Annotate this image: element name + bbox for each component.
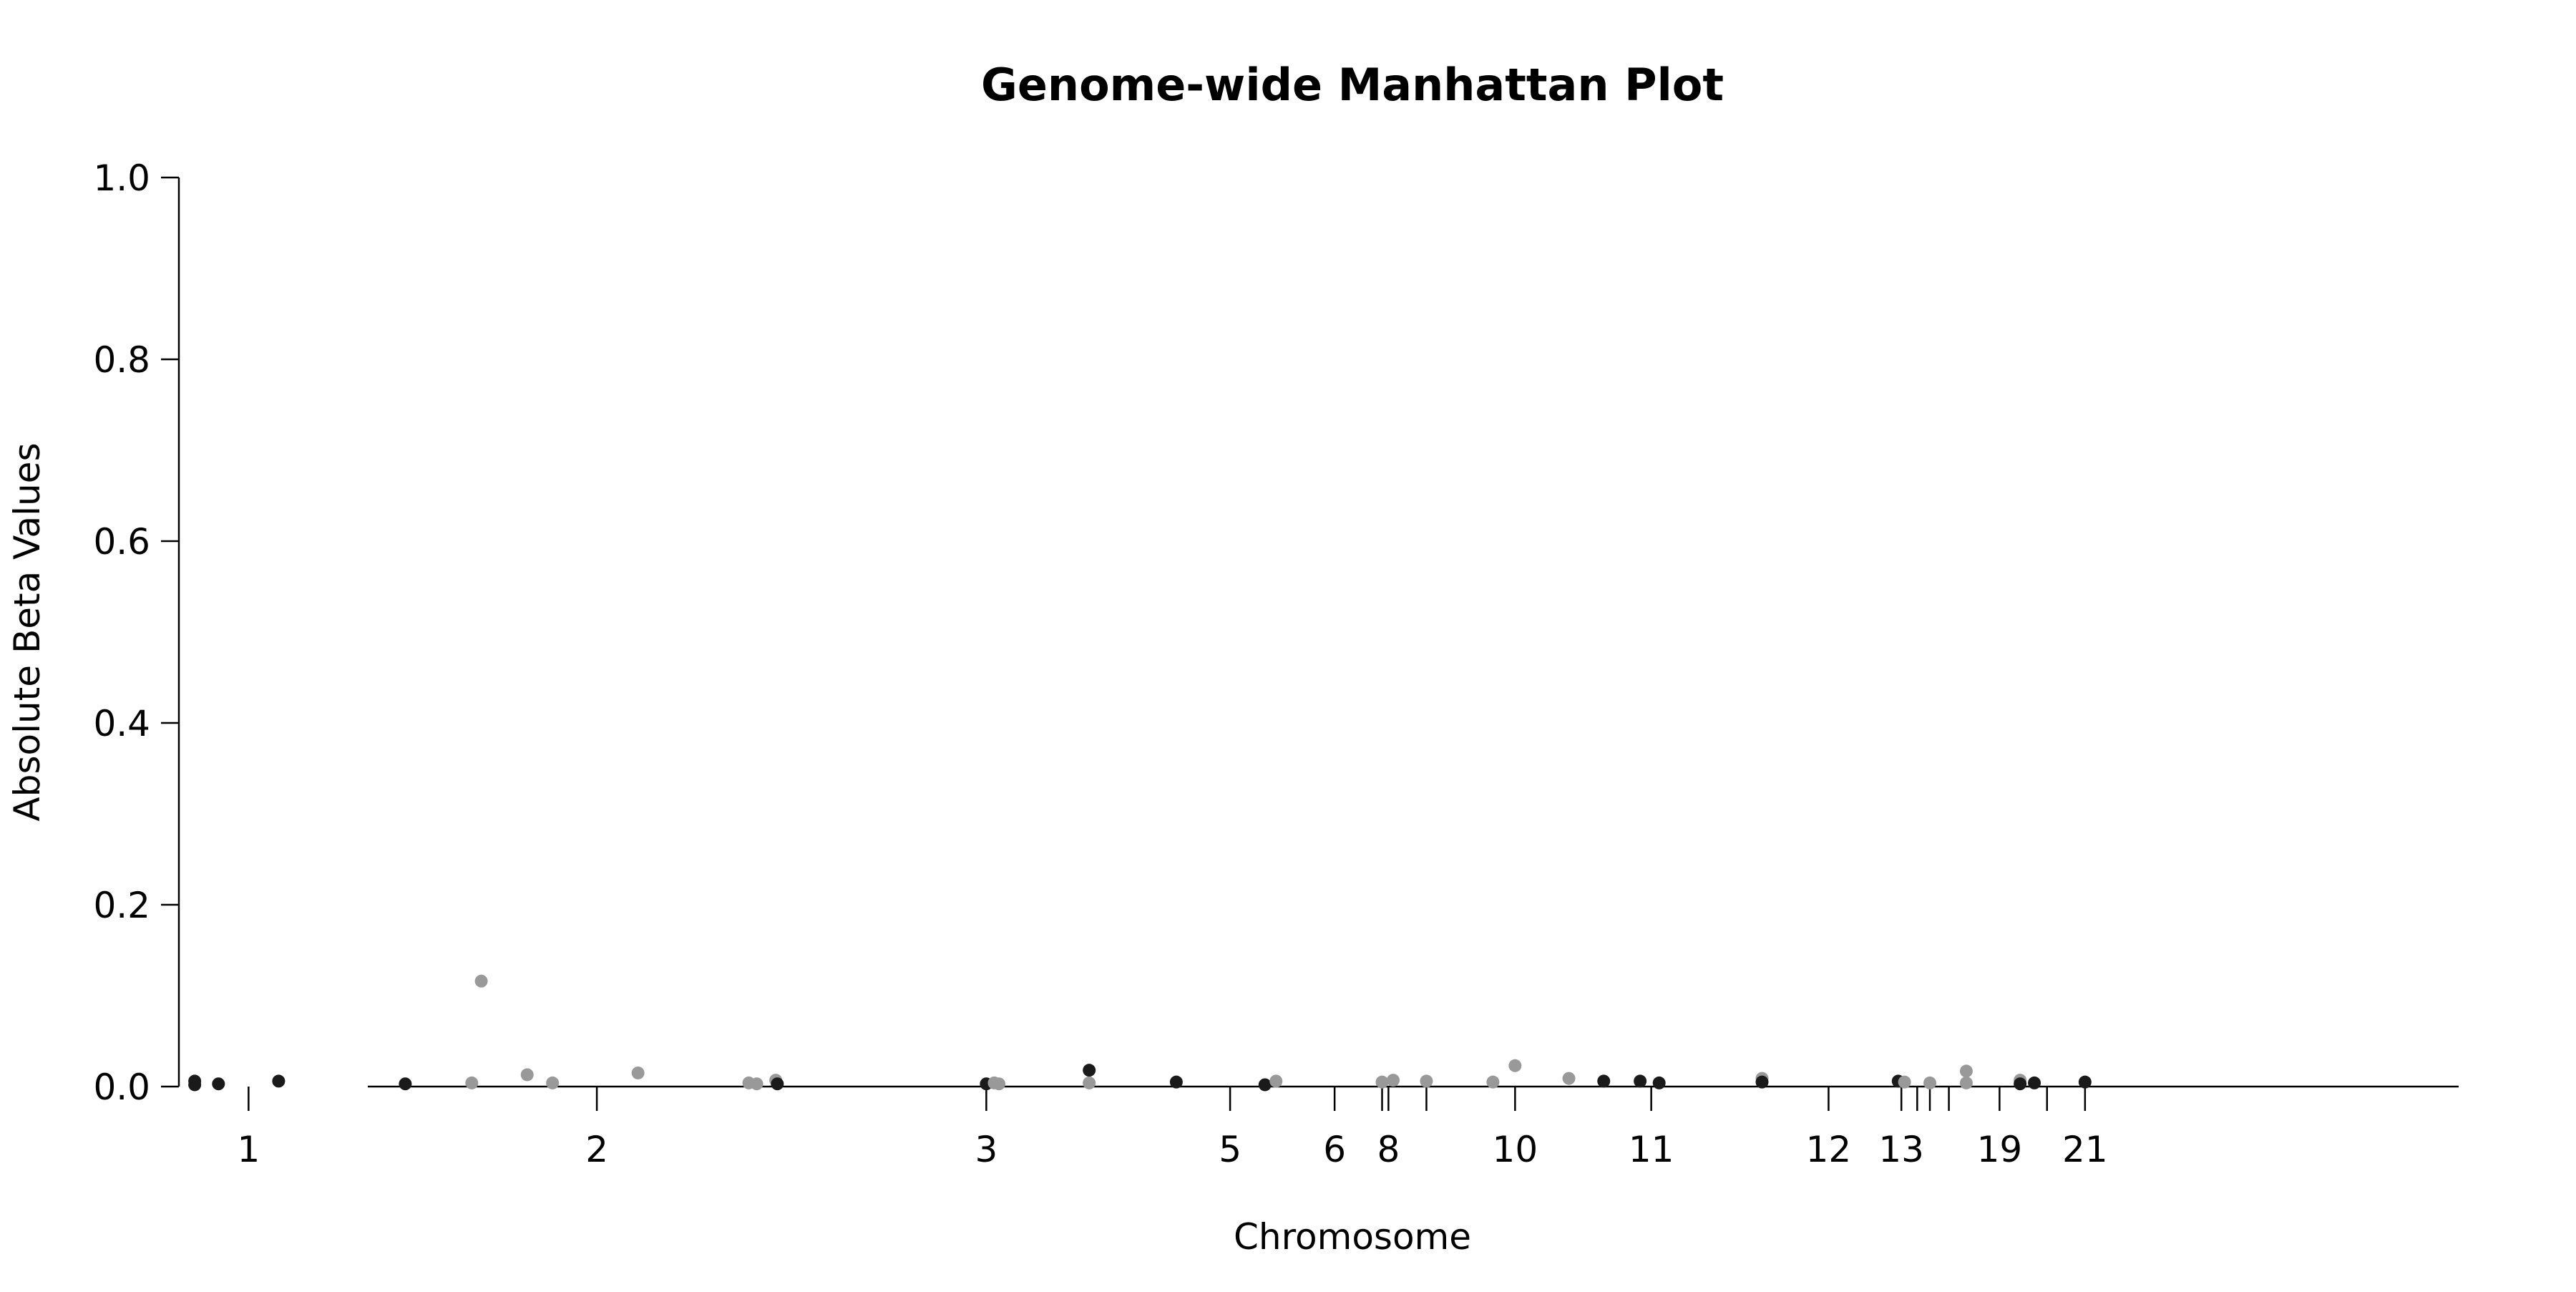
data-point xyxy=(1486,1075,1500,1089)
data-point xyxy=(1634,1074,1647,1088)
data-points xyxy=(188,974,2092,1092)
data-point xyxy=(399,1077,412,1091)
data-point xyxy=(750,1077,763,1091)
data-point xyxy=(2078,1075,2092,1089)
x-tick-label: 1 xyxy=(237,1129,260,1170)
x-axis-ticks: 1 2 3 5 6 8 10 11 12 13 19 21 xyxy=(237,1087,2108,1170)
y-tick-label: 0.4 xyxy=(93,703,150,744)
x-tick-label: 21 xyxy=(2062,1129,2108,1170)
data-point xyxy=(474,974,488,988)
data-point xyxy=(1169,1075,1183,1089)
data-point xyxy=(1269,1074,1283,1088)
data-point xyxy=(1420,1074,1433,1088)
data-point xyxy=(1923,1076,1937,1089)
data-point xyxy=(212,1077,225,1091)
data-point xyxy=(1375,1075,1389,1089)
data-point xyxy=(1083,1076,1096,1089)
x-tick-label: 5 xyxy=(1219,1129,1241,1170)
y-axis-label: Absolute Beta Values xyxy=(6,443,48,822)
data-point xyxy=(1755,1075,1769,1089)
data-point xyxy=(771,1077,784,1091)
data-point xyxy=(465,1076,479,1089)
y-tick-label: 0.2 xyxy=(93,885,150,926)
data-point xyxy=(1386,1074,1400,1087)
data-point xyxy=(1959,1064,1973,1078)
data-point xyxy=(631,1066,645,1079)
data-point xyxy=(1258,1078,1272,1092)
x-tick-label: 3 xyxy=(975,1129,997,1170)
y-tick-label: 1.0 xyxy=(93,157,150,199)
data-point xyxy=(992,1077,1006,1091)
x-tick-label: 13 xyxy=(1878,1129,1924,1170)
x-tick-label: 19 xyxy=(1977,1129,2023,1170)
x-tick-label: 8 xyxy=(1377,1129,1400,1170)
data-point xyxy=(2028,1076,2041,1089)
data-point xyxy=(1597,1074,1611,1088)
x-tick-label: 6 xyxy=(1323,1129,1346,1170)
y-tick-label: 0.8 xyxy=(93,339,150,381)
x-axis-label: Chromosome xyxy=(1234,1216,1471,1258)
y-tick-label: 0.0 xyxy=(93,1067,150,1108)
chart-title: Genome-wide Manhattan Plot xyxy=(981,59,1724,111)
data-point xyxy=(272,1074,286,1088)
data-point xyxy=(1562,1072,1576,1085)
y-axis-ticks: 0.0 0.2 0.4 0.6 0.8 1.0 xyxy=(93,157,179,1108)
x-tick-label: 10 xyxy=(1493,1129,1538,1170)
data-point xyxy=(1508,1059,1522,1072)
y-tick-label: 0.6 xyxy=(93,521,150,563)
x-tick-label: 11 xyxy=(1629,1129,1674,1170)
data-point xyxy=(2014,1077,2027,1091)
x-tick-label: 12 xyxy=(1806,1129,1852,1170)
data-point xyxy=(520,1068,534,1082)
data-point xyxy=(1959,1076,1973,1089)
x-tick-label: 2 xyxy=(585,1129,608,1170)
data-point xyxy=(546,1076,560,1089)
data-point xyxy=(1898,1075,1911,1089)
data-point xyxy=(188,1078,202,1092)
data-point xyxy=(1083,1064,1096,1077)
data-point xyxy=(1652,1076,1666,1089)
